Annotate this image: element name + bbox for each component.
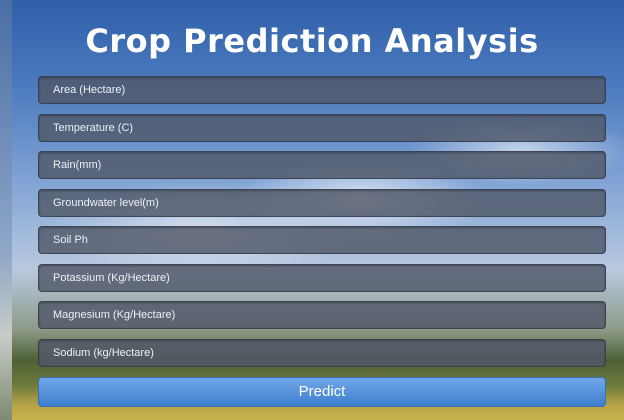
input-field[interactable]: Potassium (Kg/Hectare) [38,264,606,292]
input-field[interactable]: Soil Ph [38,226,606,254]
input-field[interactable]: Magnesium (Kg/Hectare) [38,301,606,329]
background-edge [0,0,12,420]
input-field[interactable]: Groundwater level(m) [38,189,606,217]
input-field[interactable]: Area (Hectare) [38,76,606,104]
page-title: Crop Prediction Analysis [0,22,624,60]
input-field[interactable]: Rain(mm) [38,151,606,179]
predict-button[interactable]: Predict [38,377,606,407]
page: Crop Prediction Analysis Area (Hectare) T… [0,0,624,420]
input-field[interactable]: Temperature (C) [38,114,606,142]
input-field[interactable]: Sodium (kg/Hectare) [38,339,606,367]
